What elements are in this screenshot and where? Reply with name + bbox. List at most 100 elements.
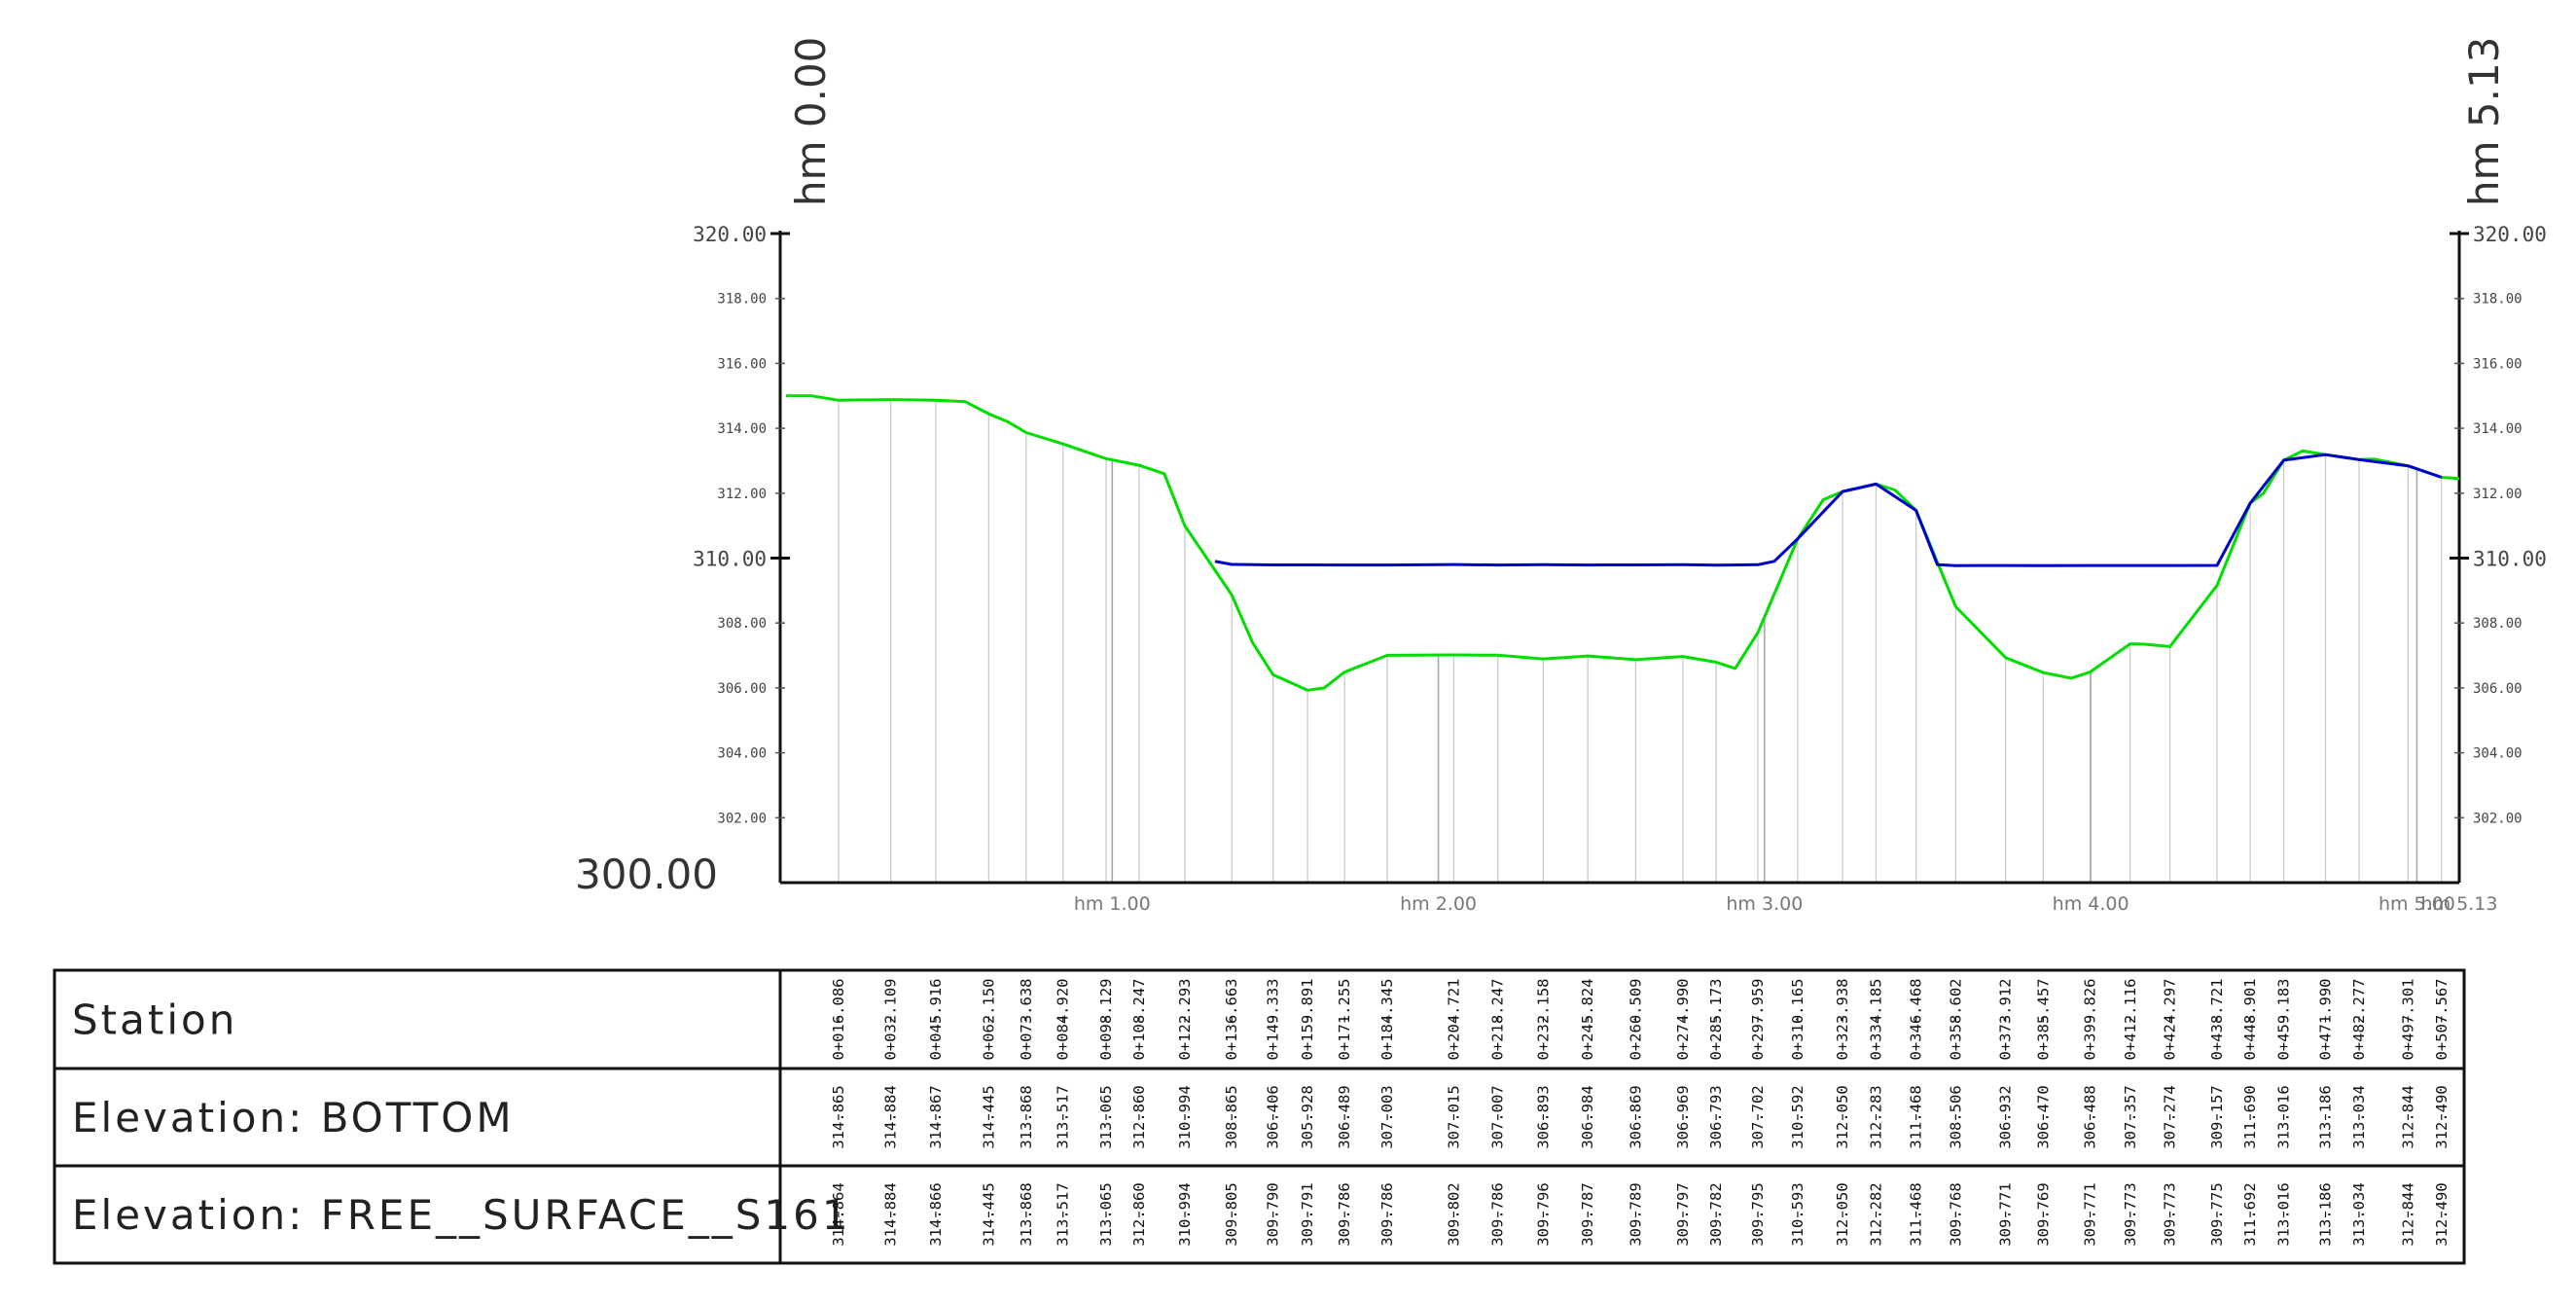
y-minor-tick-label-right: 318.00 bbox=[2473, 292, 2522, 308]
x-tick-label: hm 3.00 bbox=[1726, 893, 1803, 915]
table-cell-bottom: 309.157 bbox=[2208, 1085, 2226, 1148]
table-cell-station: 0+285.173 bbox=[1707, 979, 1725, 1061]
table-cell-bottom: 307.357 bbox=[2122, 1085, 2139, 1148]
table-cell-station: 0+399.826 bbox=[2082, 979, 2099, 1061]
table-cell-station: 0+149.333 bbox=[1265, 979, 1282, 1061]
table-cell-bottom: 313.065 bbox=[1097, 1085, 1115, 1148]
table-cell-surface: 309.795 bbox=[1749, 1182, 1767, 1246]
table-cell-bottom: 308.865 bbox=[1223, 1085, 1240, 1148]
table-cell-bottom: 306.488 bbox=[2082, 1085, 2099, 1148]
table-cell-station: 0+204.721 bbox=[1445, 979, 1462, 1061]
table-cell-station: 0+507.567 bbox=[2433, 979, 2451, 1061]
y-tick-label: 310.00 bbox=[693, 548, 767, 571]
table-cell-bottom: 312.050 bbox=[1834, 1085, 1851, 1148]
table-cell-station: 0+297.959 bbox=[1749, 979, 1767, 1061]
table-cell-bottom: 314.884 bbox=[882, 1085, 900, 1148]
top-station-label: hm 5.13 bbox=[2460, 37, 2508, 206]
table-cell-bottom: 306.969 bbox=[1674, 1085, 1692, 1148]
table-row-label: Elevation: BOTTOM bbox=[72, 1094, 515, 1141]
table-cell-station: 0+260.509 bbox=[1627, 979, 1644, 1061]
data-table: Station Elevation: BOTTOM Elevation: FREE_… bbox=[53, 968, 2466, 1265]
table-cell-surface: 310.994 bbox=[1176, 1182, 1194, 1246]
y-minor-tick-label-right: 308.00 bbox=[2473, 616, 2522, 632]
table-cell-surface: 309.786 bbox=[1489, 1182, 1507, 1246]
table-cell-surface: 309.782 bbox=[1707, 1182, 1725, 1246]
table-cell-surface: 309.789 bbox=[1627, 1182, 1644, 1246]
y-minor-tick-label: 316.00 bbox=[717, 356, 767, 372]
table-cell-station: 0+471.990 bbox=[2317, 979, 2335, 1061]
series-line-free-surface-s161 bbox=[1214, 453, 2443, 567]
y-base-label: 300.00 bbox=[575, 851, 718, 898]
table-cell-station: 0+346.468 bbox=[1908, 979, 1925, 1061]
table-cell-surface: 311.468 bbox=[1908, 1182, 1925, 1246]
table-cell-surface: 313.186 bbox=[2317, 1182, 2335, 1246]
table-cell-bottom: 305.928 bbox=[1299, 1085, 1316, 1148]
table-cell-bottom: 313.034 bbox=[2350, 1085, 2368, 1148]
table-cell-station: 0+358.602 bbox=[1947, 979, 1964, 1061]
y-minor-tick-label-right: 316.00 bbox=[2473, 356, 2522, 372]
table-cell-bottom: 306.869 bbox=[1627, 1085, 1644, 1148]
table-cell-station: 0+045.916 bbox=[927, 979, 945, 1061]
table-cell-bottom: 306.793 bbox=[1707, 1085, 1725, 1148]
table-cell-surface: 309.773 bbox=[2162, 1182, 2179, 1246]
table-cell-surface: 312.490 bbox=[2433, 1182, 2451, 1246]
table-cell-station: 0+218.247 bbox=[1489, 979, 1507, 1061]
table-cell-bottom: 310.592 bbox=[1789, 1085, 1807, 1148]
table-cell-surface: 313.034 bbox=[2350, 1182, 2368, 1246]
table-cell-station: 0+448.901 bbox=[2241, 979, 2259, 1061]
table-cell-bottom: 313.016 bbox=[2275, 1085, 2293, 1148]
table-cell-surface: 312.050 bbox=[1834, 1182, 1851, 1246]
y-tick-label-right: 310.00 bbox=[2473, 548, 2547, 571]
table-border bbox=[53, 968, 2466, 1265]
y-minor-tick-label: 304.00 bbox=[717, 746, 767, 762]
table-cell-surface: 309.775 bbox=[2208, 1182, 2226, 1246]
table-cell-bottom: 306.470 bbox=[2034, 1085, 2052, 1148]
table-cell-surface: 310.593 bbox=[1789, 1182, 1807, 1246]
y-minor-tick-label: 312.00 bbox=[717, 487, 767, 502]
table-cell-surface: 314.866 bbox=[927, 1182, 945, 1246]
table-cell-surface: 311.692 bbox=[2241, 1182, 2259, 1246]
table-cell-station: 0+373.912 bbox=[1997, 979, 2015, 1061]
table-cell-bottom: 314.867 bbox=[927, 1085, 945, 1148]
table-cell-bottom: 306.932 bbox=[1997, 1085, 2015, 1148]
table-cell-bottom: 311.468 bbox=[1908, 1085, 1925, 1148]
table-row-label: Station bbox=[72, 996, 237, 1044]
table-cell-surface: 309.771 bbox=[1997, 1182, 2015, 1246]
table-cell-surface: 309.786 bbox=[1378, 1182, 1396, 1246]
table-cell-surface: 309.796 bbox=[1534, 1182, 1552, 1246]
y-minor-tick-label-right: 302.00 bbox=[2473, 811, 2522, 826]
table-cell-station: 0+497.301 bbox=[2399, 979, 2416, 1061]
series-line-bottom bbox=[786, 394, 2460, 692]
series-group bbox=[786, 394, 2460, 692]
table-cell-bottom: 307.015 bbox=[1445, 1085, 1462, 1148]
x-tick-label: hm 1.00 bbox=[1074, 893, 1151, 915]
x-tick-label: hm 5.00 bbox=[2379, 893, 2455, 915]
table-cell-bottom: 312.283 bbox=[1867, 1085, 1884, 1148]
table-cell-bottom: 306.489 bbox=[1336, 1085, 1353, 1148]
table-cell-station: 0+310.165 bbox=[1789, 979, 1807, 1061]
table-cell-station: 0+084.920 bbox=[1055, 979, 1072, 1061]
table-cell-station: 0+424.297 bbox=[2162, 979, 2179, 1061]
y-minor-tick-label-right: 312.00 bbox=[2473, 487, 2522, 502]
table-row-label: Elevation: FREE__SURFACE__S161 bbox=[72, 1191, 851, 1239]
table-cell-bottom: 313.517 bbox=[1055, 1085, 1072, 1148]
table-cell-station: 0+412.116 bbox=[2122, 979, 2139, 1061]
table-cell-bottom: 306.893 bbox=[1534, 1085, 1552, 1148]
table-cell-bottom: 312.490 bbox=[2433, 1085, 2451, 1148]
table-cell-bottom: 307.003 bbox=[1378, 1085, 1396, 1148]
table-cell-bottom: 308.506 bbox=[1947, 1085, 1964, 1148]
table-cell-station: 0+016.086 bbox=[830, 979, 847, 1061]
table-cell-station: 0+098.129 bbox=[1097, 979, 1115, 1061]
x-tick-label: hm 4.00 bbox=[2053, 893, 2129, 915]
station-grid bbox=[838, 399, 2443, 883]
table-cell-bottom: 312.844 bbox=[2399, 1085, 2416, 1148]
table-cell-station: 0+323.938 bbox=[1834, 979, 1851, 1061]
y-minor-tick-label: 308.00 bbox=[717, 616, 767, 632]
table-cell-surface: 314.864 bbox=[830, 1182, 847, 1246]
table-cell-bottom: 312.860 bbox=[1130, 1085, 1148, 1148]
chart-axes: 320.00 320.00 310.00 310.00 318.00 318.00 316.… bbox=[575, 223, 2547, 898]
x-tick-label: hm 5.13 bbox=[2421, 893, 2498, 915]
table-cell-bottom: 307.274 bbox=[2162, 1085, 2179, 1148]
table-cell-station: 0+062.150 bbox=[980, 979, 997, 1061]
